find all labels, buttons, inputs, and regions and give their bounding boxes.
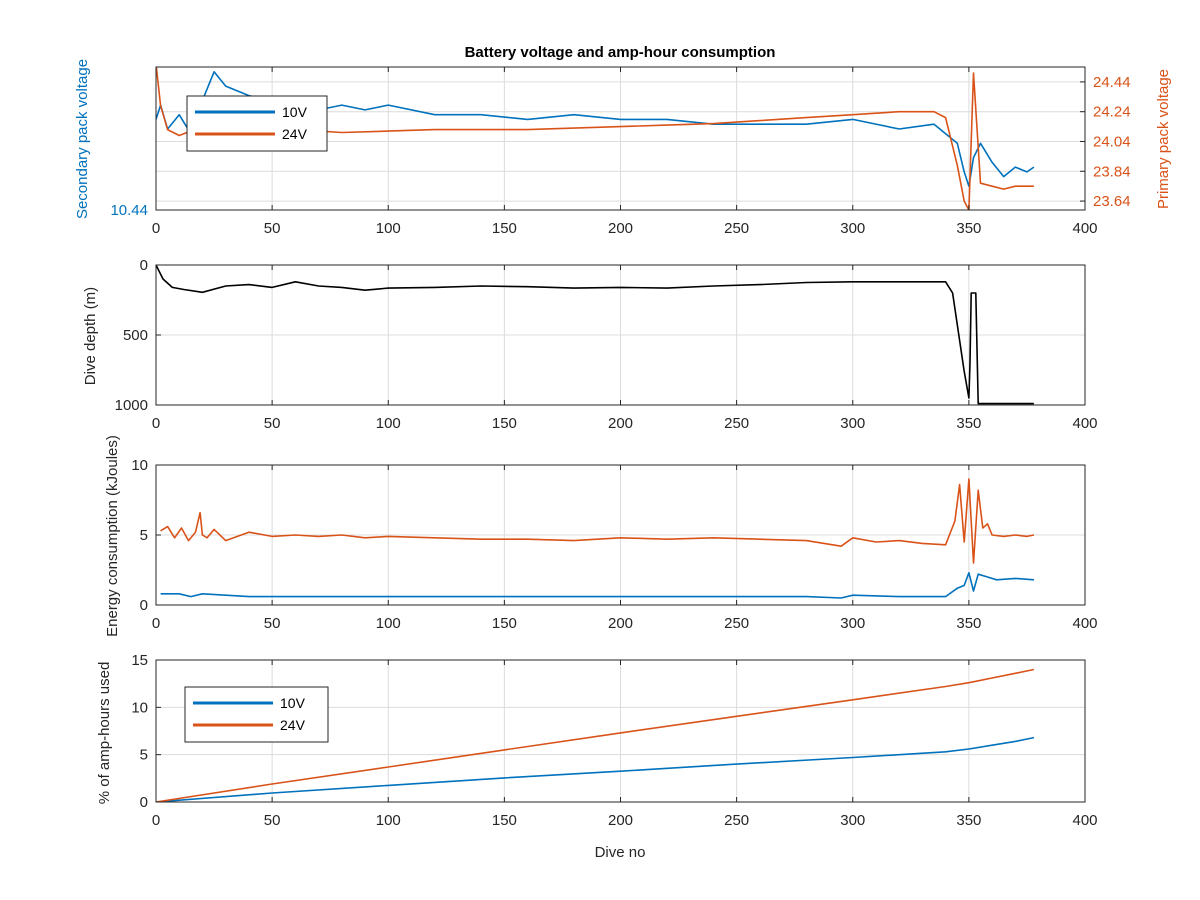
x-tick-label: 100 — [376, 615, 401, 632]
amp-hours-series — [156, 668, 1035, 802]
depth-y-ticks: 0 500 1000 — [115, 257, 161, 414]
amp-hours-x-ticks: 0 50 100 150 200 250 300 350 400 — [152, 660, 1098, 829]
x-tick-label: 400 — [1072, 812, 1097, 829]
x-tick-label: 100 — [376, 812, 401, 829]
series-line-10v — [156, 71, 1035, 187]
x-tick-label: 150 — [492, 812, 517, 829]
voltage-panel: 0 50 100 150 200 250 300 350 400 10.44 23.64 23.8… — [74, 44, 1172, 237]
x-tick-label: 200 — [608, 615, 633, 632]
x-tick-label: 350 — [956, 415, 981, 432]
voltage-y-ticks-right: 23.64 23.84 24.04 24.24 24.44 — [1080, 74, 1131, 210]
y-right-tick-label: 23.84 — [1093, 163, 1131, 180]
x-tick-label: 50 — [264, 615, 281, 632]
y-tick-label: 500 — [123, 327, 148, 344]
y-tick-label: 10 — [131, 457, 148, 474]
x-tick-label: 350 — [956, 220, 981, 237]
series-line-0 — [160, 478, 1035, 564]
x-tick-label: 250 — [724, 220, 749, 237]
y-right-tick-label: 24.24 — [1093, 104, 1131, 121]
y-right-tick-label: 24.44 — [1093, 74, 1131, 91]
x-tick-label: 400 — [1072, 615, 1097, 632]
series-line-0 — [156, 265, 1034, 405]
x-tick-label: 350 — [956, 812, 981, 829]
x-tick-label: 250 — [724, 615, 749, 632]
x-tick-label: 150 — [492, 220, 517, 237]
x-tick-label: 200 — [608, 812, 633, 829]
y-tick-label: 0 — [140, 257, 148, 274]
x-tick-label: 400 — [1072, 415, 1097, 432]
energy-y-ticks: 0 5 10 — [131, 457, 161, 614]
legend-label: 10V — [282, 104, 308, 120]
primary-voltage-axis-label: Primary pack voltage — [1155, 69, 1172, 209]
x-tick-label: 100 — [376, 415, 401, 432]
x-tick-label: 50 — [264, 812, 281, 829]
amp-hours-panel: 0 50 100 150 200 250 300 350 400 0 5 10 15 % of amp… — [96, 652, 1098, 861]
x-tick-label: 100 — [376, 220, 401, 237]
x-tick-label: 300 — [840, 220, 865, 237]
y-right-tick-label: 23.64 — [1093, 193, 1131, 210]
legend-label: 24V — [282, 126, 308, 142]
x-tick-label: 0 — [152, 415, 160, 432]
x-tick-label: 300 — [840, 415, 865, 432]
depth-series — [156, 265, 1034, 405]
x-tick-label: 250 — [724, 415, 749, 432]
x-tick-label: 0 — [152, 615, 160, 632]
y-tick-label: 0 — [140, 597, 148, 614]
legend-box — [184, 686, 329, 743]
x-axis-label: Dive no — [595, 844, 646, 861]
y-tick-label: 10 — [131, 699, 148, 716]
x-tick-label: 50 — [264, 415, 281, 432]
x-tick-label: 150 — [492, 415, 517, 432]
energy-axis-label: Energy consumption (kJoules) — [104, 435, 121, 637]
legend-label: 24V — [280, 717, 306, 733]
x-tick-label: 0 — [152, 812, 160, 829]
y-tick-label: 15 — [131, 652, 148, 669]
amp-hours-y-ticks: 0 5 10 15 — [131, 652, 161, 811]
y-tick-label: 5 — [140, 527, 148, 544]
voltage-x-ticks: 0 50 100 150 200 250 300 350 400 — [152, 67, 1098, 237]
dive-depth-axis-label: Dive depth (m) — [82, 287, 99, 385]
series-line-10v — [156, 736, 1035, 802]
depth-panel: 0 50 100 150 200 250 300 350 400 0 500 1000 Dive d… — [82, 257, 1098, 432]
y-tick-label: 0 — [140, 794, 148, 811]
x-tick-label: 300 — [840, 615, 865, 632]
x-tick-label: 200 — [608, 220, 633, 237]
x-tick-label: 150 — [492, 615, 517, 632]
x-tick-label: 50 — [264, 220, 281, 237]
voltage-y-ticks-left: 10.44 — [110, 202, 161, 219]
x-tick-label: 200 — [608, 415, 633, 432]
series-line-1 — [160, 571, 1034, 599]
amp-hours-axis-label: % of amp-hours used — [96, 662, 113, 805]
x-tick-label: 300 — [840, 812, 865, 829]
energy-panel: 0 50 100 150 200 250 300 350 400 0 5 10 Energy con… — [104, 435, 1098, 637]
energy-series — [160, 478, 1035, 599]
series-line-24v — [156, 668, 1035, 802]
chart-title: Battery voltage and amp-hour consumption — [465, 44, 776, 61]
secondary-voltage-axis-label: Secondary pack voltage — [74, 59, 91, 219]
depth-x-ticks: 0 50 100 150 200 250 300 350 400 — [152, 265, 1098, 432]
energy-x-ticks: 0 50 100 150 200 250 300 350 400 — [152, 465, 1098, 632]
x-tick-label: 250 — [724, 812, 749, 829]
legend-label: 10V — [280, 695, 306, 711]
x-tick-label: 350 — [956, 615, 981, 632]
y-right-tick-label: 24.04 — [1093, 133, 1131, 150]
y-tick-label: 1000 — [115, 397, 148, 414]
legend-box — [186, 95, 328, 152]
x-tick-label: 0 — [152, 220, 160, 237]
x-tick-label: 400 — [1072, 220, 1097, 237]
y-tick-label: 10.44 — [110, 202, 148, 219]
y-tick-label: 5 — [140, 747, 148, 764]
